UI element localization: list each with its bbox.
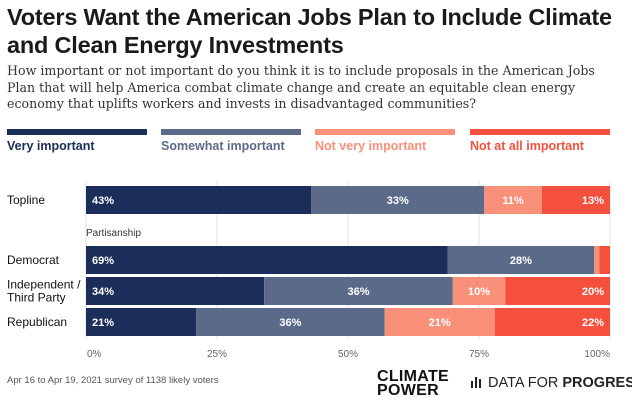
data-label: 21% bbox=[429, 317, 451, 329]
bar-segment bbox=[447, 246, 595, 274]
x-tick-label: 50% bbox=[338, 349, 358, 360]
legend: Very important Somewhat important Not ve… bbox=[7, 129, 610, 153]
dfp-logo-bold: PROGRESS bbox=[562, 375, 632, 391]
data-label: 36% bbox=[279, 317, 301, 329]
category-label: Topline bbox=[7, 193, 45, 207]
chart-subtitle: How important or not important do you th… bbox=[7, 63, 595, 111]
legend-swatch bbox=[7, 129, 147, 135]
bar-segment bbox=[494, 308, 610, 336]
bar-segment bbox=[86, 186, 312, 214]
bar-segment bbox=[541, 186, 610, 214]
group-label-partisanship: Partisanship bbox=[86, 228, 141, 239]
data-label: 20% bbox=[582, 286, 604, 298]
legend-item-somewhat-important: Somewhat important bbox=[161, 129, 301, 153]
legend-item-very-important: Very important bbox=[7, 129, 147, 153]
bar-segment bbox=[599, 246, 610, 274]
data-for-progress-logo: DATA FOR PROGRESS bbox=[471, 375, 632, 391]
bar-segment bbox=[594, 246, 600, 274]
data-label: 34% bbox=[92, 286, 114, 298]
legend-item-not-very-important: Not very important bbox=[315, 129, 455, 153]
legend-swatch bbox=[470, 129, 610, 135]
data-label: 69% bbox=[92, 255, 114, 267]
legend-swatch bbox=[315, 129, 455, 135]
x-tick-label: 100% bbox=[584, 349, 610, 360]
x-tick-label: 25% bbox=[207, 349, 227, 360]
bar-segment bbox=[196, 308, 385, 336]
category-label: Independent / bbox=[7, 278, 81, 292]
data-label: 21% bbox=[92, 317, 114, 329]
legend-label: Not very important bbox=[315, 139, 427, 153]
data-label: 10% bbox=[468, 286, 490, 298]
bar-chart-icon bbox=[471, 377, 481, 388]
chart-title: Voters Want the American Jobs Plan to In… bbox=[7, 4, 612, 58]
bar-segment bbox=[86, 277, 265, 305]
survey-footnote: Apr 16 to Apr 19, 2021 survey of 1138 li… bbox=[7, 375, 219, 386]
category-label: Third Party bbox=[7, 291, 66, 305]
bar-segment bbox=[452, 277, 506, 305]
bar-segment bbox=[505, 277, 610, 305]
climate-power-logo-line1: CLIMATE bbox=[377, 368, 450, 385]
climate-power-logo: CLIMATE POWER bbox=[377, 368, 450, 399]
x-tick-label: 75% bbox=[469, 349, 489, 360]
bar-segment bbox=[484, 186, 542, 214]
legend-swatch bbox=[161, 129, 301, 135]
x-tick-label: 0% bbox=[87, 349, 102, 360]
data-label: 13% bbox=[582, 195, 604, 207]
legend-label: Somewhat important bbox=[161, 139, 285, 153]
data-label: 33% bbox=[387, 195, 409, 207]
data-label: 36% bbox=[347, 286, 369, 298]
bar-segment bbox=[86, 308, 197, 336]
data-label: 28% bbox=[510, 255, 532, 267]
bar-segment bbox=[311, 186, 485, 214]
bar-segment bbox=[264, 277, 453, 305]
category-label: Republican bbox=[7, 315, 67, 329]
category-label: Democrat bbox=[7, 253, 60, 267]
bar-segment bbox=[86, 246, 448, 274]
dfp-logo-prefix: DATA FOR bbox=[488, 375, 563, 391]
legend-item-not-at-all-important: Not at all important bbox=[470, 129, 610, 153]
legend-label: Very important bbox=[7, 139, 95, 153]
data-label: 22% bbox=[582, 317, 604, 329]
legend-label: Not at all important bbox=[470, 139, 584, 153]
data-label: 11% bbox=[502, 195, 524, 207]
climate-power-logo-line2: POWER bbox=[377, 382, 439, 399]
data-label: 43% bbox=[92, 195, 114, 207]
bar-segment bbox=[384, 308, 495, 336]
